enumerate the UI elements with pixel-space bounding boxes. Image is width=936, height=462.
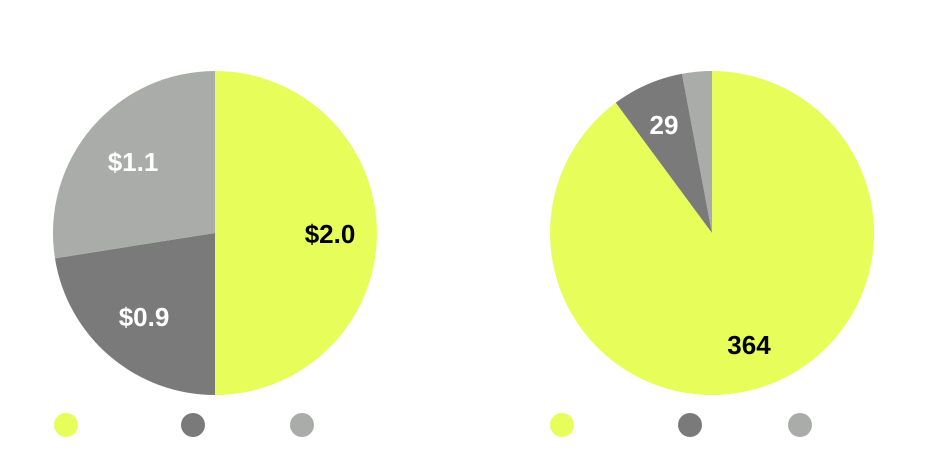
pie-1-legend-marker-2: [788, 413, 812, 437]
pie-chart-right: 364 29: [550, 71, 875, 437]
pie-0-legend-marker-0: [54, 413, 78, 437]
pie-chart-left: $2.0 $0.9 $1.1: [52, 71, 377, 437]
pie-1-slice-1: [615, 73, 712, 233]
pie-0-slice-2: [52, 71, 215, 259]
pie-0-slice-0: [215, 71, 377, 395]
pie-1-legend-marker-0: [550, 413, 574, 437]
pie-1-slice-2: [682, 71, 712, 233]
pie-0-legend-marker-2: [290, 413, 314, 437]
pie-1-slice-1-label: 29: [650, 110, 679, 140]
pie-1-legend-marker-1: [678, 413, 702, 437]
pie-0-slice-1: [54, 233, 215, 395]
pie-1-slice-0-label: 364: [727, 330, 771, 360]
pie-0-slice-0-label: $2.0: [305, 219, 356, 249]
pie-1-slice-0: [550, 71, 875, 395]
pie-0-slice-1-label: $0.9: [119, 302, 170, 332]
pie-0-legend-marker-1: [181, 413, 205, 437]
pie-0-slice-2-label: $1.1: [108, 147, 159, 177]
